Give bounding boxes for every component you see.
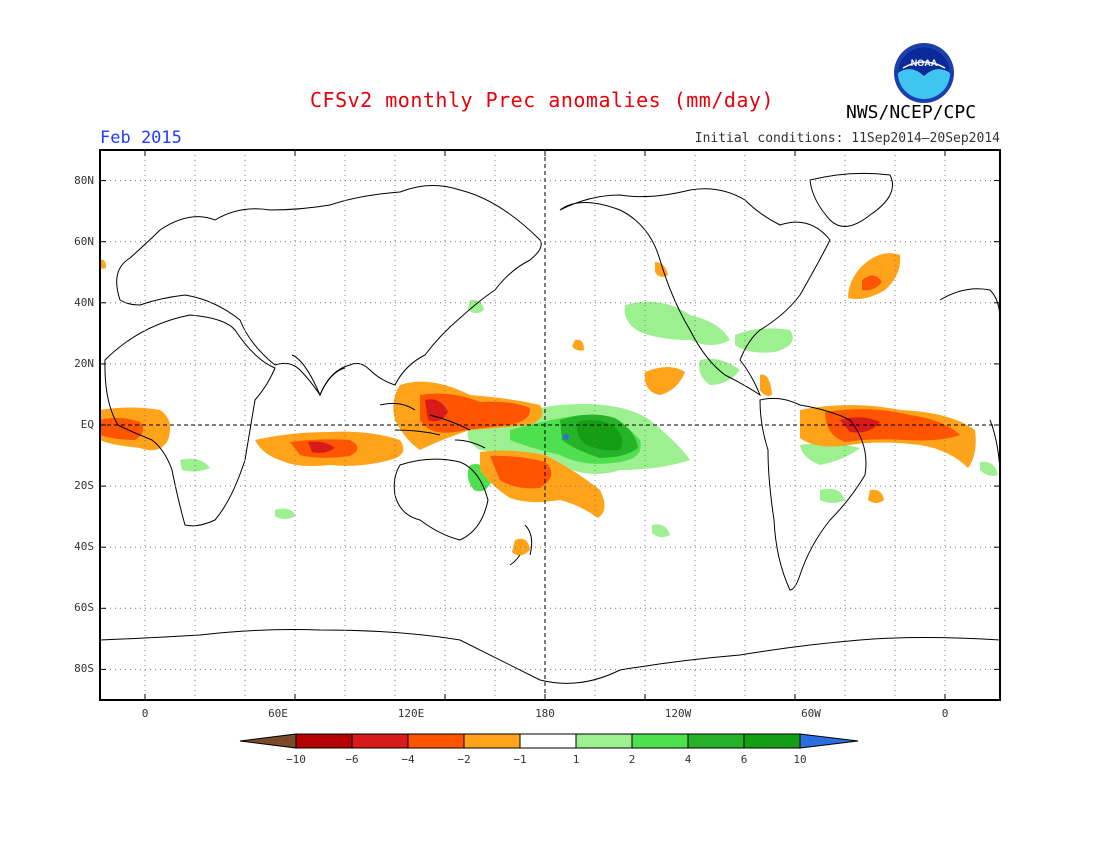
colorbar-label: 4 (684, 753, 692, 766)
initial-conditions: Initial conditions: 11Sep2014–20Sep2014 (694, 131, 1000, 146)
colorbar-neg4-neg2 (407, 733, 465, 749)
colorbar-neg6-neg4 (351, 733, 409, 749)
lat-label: 40S (74, 540, 94, 553)
lon-label: 180 (535, 707, 555, 720)
agency-label: NWS/NCEP/CPC (846, 102, 977, 123)
colorbar-label: −1 (513, 753, 527, 766)
axis-ticks (100, 150, 1000, 700)
lat-label: 80S (74, 662, 94, 675)
lon-label: 0 (141, 707, 149, 720)
colorbar-label: 6 (740, 753, 748, 766)
colorbar-1-2 (575, 733, 633, 749)
noaa-logo: NOAA (894, 43, 954, 103)
colorbar-label: 1 (572, 753, 580, 766)
lat-label: 60N (74, 235, 94, 248)
lat-label: EQ (80, 418, 94, 431)
lat-label: 20S (74, 479, 94, 492)
colorbar-label: 2 (628, 753, 636, 766)
lat-label: 80N (74, 174, 94, 187)
lon-label: 60E (268, 707, 288, 720)
colorbar-label: −4 (401, 753, 415, 766)
colorbar-label: 10 (793, 753, 807, 766)
colorbar-gt-10 (799, 733, 859, 749)
colorbar-4-6 (687, 733, 745, 749)
lon-label: 120W (664, 707, 692, 720)
forecast-period: Feb 2015 (100, 128, 182, 148)
colorbar-label: −6 (345, 753, 359, 766)
colorbar (239, 733, 859, 749)
colorbar-2-4 (631, 733, 689, 749)
chart-title: CFSv2 monthly Prec anomalies (mm/day) (310, 88, 775, 112)
colorbar-label: −2 (457, 753, 471, 766)
colorbar-6-10 (743, 733, 801, 749)
logo-text: NOAA (911, 58, 938, 68)
colorbar-neg10-neg6 (295, 733, 353, 749)
lat-label: 20N (74, 357, 94, 370)
lon-label: 0 (941, 707, 949, 720)
lon-label: 60W (801, 707, 821, 720)
lat-label: 40N (74, 296, 94, 309)
lon-label: 120E (397, 707, 425, 720)
map-plot-area (100, 150, 1000, 700)
colorbar-label: −10 (286, 753, 306, 766)
colorbar-neg2-neg1 (463, 733, 521, 749)
colorbar-lt-neg10 (239, 733, 297, 749)
colorbar-neg1-1 (519, 733, 577, 749)
coastlines (100, 172, 1000, 684)
lat-label: 60S (74, 601, 94, 614)
